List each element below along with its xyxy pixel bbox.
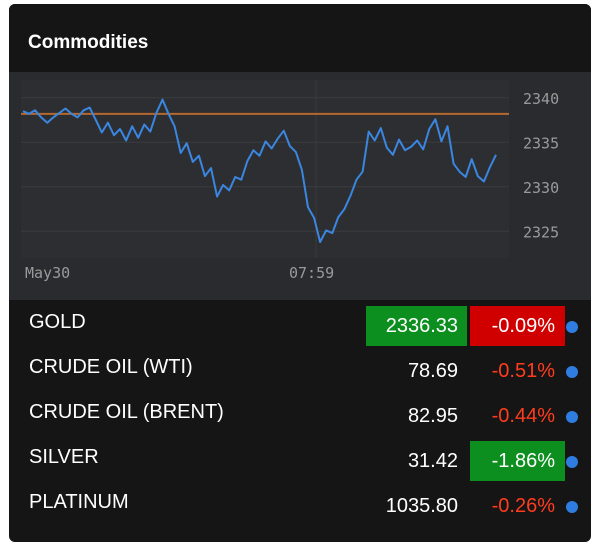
price-value: 78.69 [407,360,458,382]
price-value: 31.42 [407,450,458,472]
commodity-price: 31.42 [366,441,467,481]
commodity-change: -0.26% [491,495,555,517]
y-tick-label: 2325 [523,223,559,241]
commodity-change: -0.51% [491,360,555,382]
y-tick-label: 2335 [523,134,559,152]
commodity-price: 78.69 [366,351,467,391]
commodity-change: -0.09% [470,306,565,346]
widget-header: Commodities [9,4,591,72]
commodity-row-crude-oil-brent[interactable]: CRUDE OIL (BRENT) 82.95 -0.44% [9,390,591,435]
status-dot-icon [566,456,578,468]
commodity-row-crude-oil-wti[interactable]: CRUDE OIL (WTI) 78.69 -0.51% [9,345,591,390]
x-tick-label: 07:59 [289,264,334,282]
price-value: 2336.33 [385,315,458,337]
commodity-row-platinum[interactable]: PLATINUM 1035.80 -0.26% [9,480,591,525]
commodity-name: PLATINUM [29,491,129,513]
y-tick-label: 2330 [523,179,559,197]
commodity-change: -0.44% [491,405,555,427]
price-series-line [22,98,497,243]
status-dot-icon [566,411,578,423]
plot-area [21,80,509,258]
commodity-name: CRUDE OIL (WTI) [29,356,193,378]
widget-title: Commodities [28,32,149,53]
commodity-name: CRUDE OIL (BRENT) [29,401,224,423]
price-value: 1035.80 [385,495,458,517]
x-tick-label: May30 [25,264,70,282]
commodity-name: SILVER [29,446,99,468]
status-dot-icon [566,366,578,378]
commodity-row-gold[interactable]: GOLD 2336.33 -0.09% [9,300,591,346]
commodity-change: -1.86% [470,441,565,481]
commodity-price: 82.95 [366,396,467,436]
y-tick-label: 2340 [523,90,559,108]
commodities-widget: Commodities 2340 2335 2330 2325 May30 07:59 G… [9,4,591,542]
commodity-price: 2336.33 [366,306,467,346]
status-dot-icon [566,501,578,513]
status-dot-icon [566,321,578,333]
chart-svg: 2340 2335 2330 2325 May30 07:59 [21,80,559,282]
price-chart[interactable]: 2340 2335 2330 2325 May30 07:59 [9,72,591,300]
commodity-row-silver[interactable]: SILVER 31.42 -1.86% [9,435,591,481]
commodity-price: 1035.80 [366,486,467,526]
commodity-name: GOLD [29,311,86,333]
price-value: 82.95 [407,405,458,427]
